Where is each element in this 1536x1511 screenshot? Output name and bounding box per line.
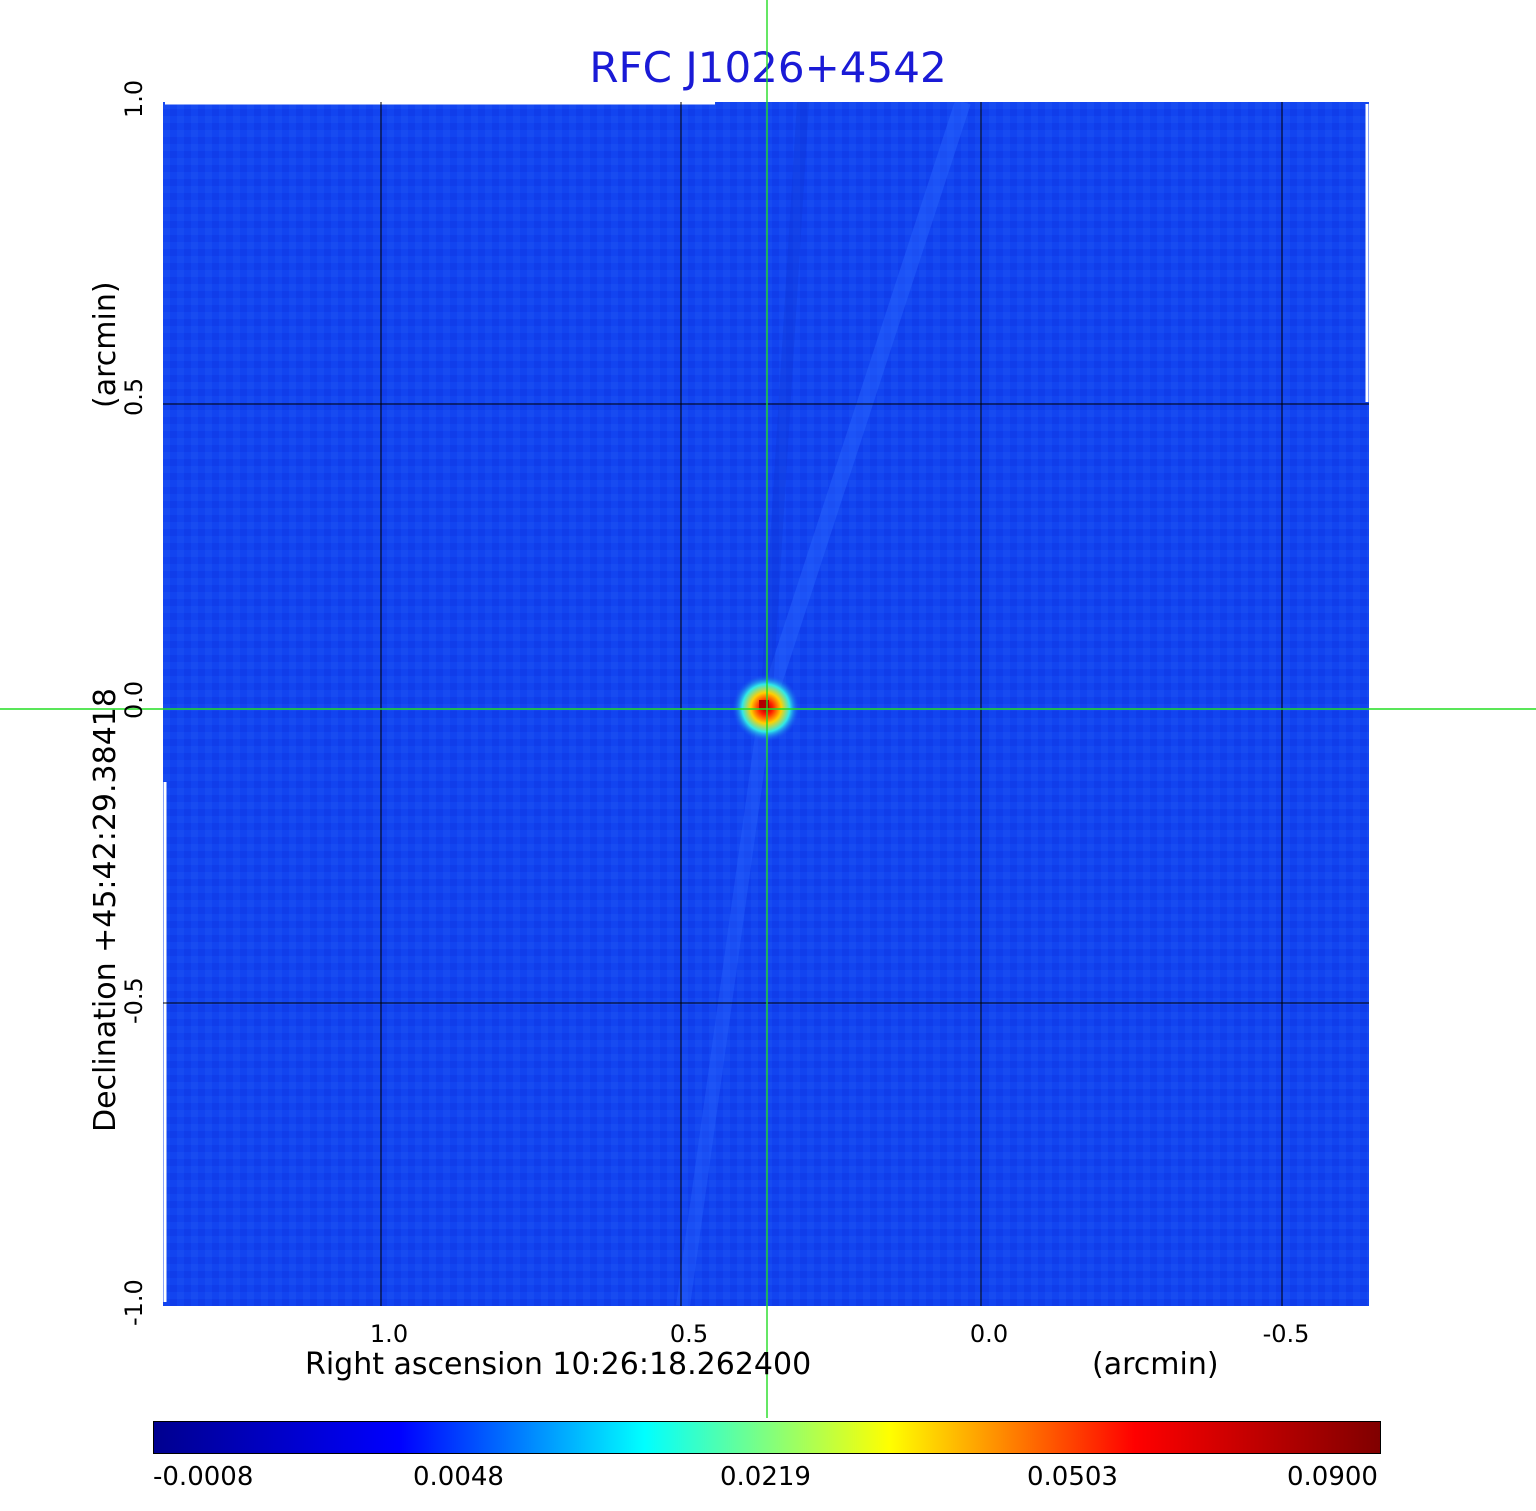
- plot-title: RFC J1026+4542: [589, 43, 947, 92]
- y-tick: 1.0: [120, 79, 148, 118]
- colorbar-tick: 0.0048: [413, 1462, 504, 1492]
- colorbar-tick: 0.0503: [1027, 1462, 1118, 1492]
- y-axis-unit: (arcmin): [88, 281, 123, 408]
- crosshair: [0, 0, 1536, 1418]
- x-tick: 0.5: [669, 1320, 709, 1348]
- y-tick: 0.0: [120, 680, 148, 719]
- x-axis-unit: (arcmin): [1092, 1347, 1219, 1382]
- y-tick: 0.5: [120, 377, 148, 416]
- coordinate-grid: [163, 102, 1369, 1306]
- x-tick: 1.0: [369, 1320, 409, 1348]
- sky-map-image: [163, 102, 1369, 1306]
- y-tick: -1.0: [120, 1279, 148, 1326]
- sky-map[interactable]: [163, 102, 1369, 1306]
- x-tick: -0.5: [1262, 1320, 1310, 1348]
- y-axis-label: Declination +45:42:29.38418: [88, 688, 123, 1132]
- colorbar-tick: -0.0008: [153, 1462, 254, 1492]
- y-tick: -0.5: [120, 977, 148, 1024]
- colorbar: [153, 1421, 1381, 1454]
- x-tick: 0.0: [969, 1320, 1009, 1348]
- colorbar-tick: 0.0900: [1287, 1462, 1378, 1492]
- x-axis-label: Right ascension 10:26:18.262400: [305, 1347, 812, 1382]
- colorbar-tick: 0.0219: [720, 1462, 811, 1492]
